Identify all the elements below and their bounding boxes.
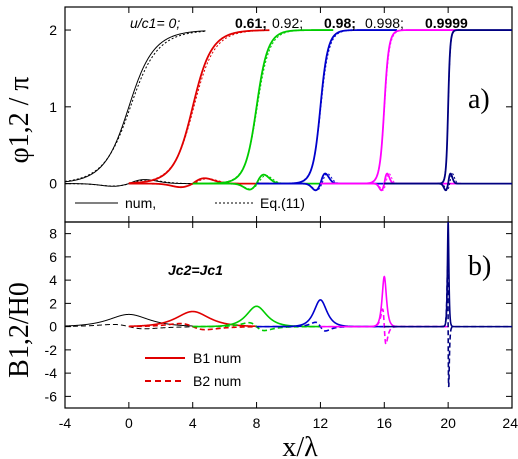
velocity-legend-entry: 0.998; [365,15,404,31]
ytick-label-b: 2 [49,295,57,311]
panel-label-a: a) [468,84,490,115]
phi1-eq-line [64,30,206,182]
phi1-line [320,29,461,185]
xtick-label-b: 24 [502,415,518,431]
velocity-legend-entry: 0.9999 [425,15,468,31]
xtick-label-b: 12 [313,415,329,431]
phi1-eq-line [192,29,334,185]
legend-b1-label: B1 num [193,350,241,366]
phi1-line [256,29,398,185]
legend-b2-label: B2 num [193,373,241,389]
xtick-label-b: 20 [440,415,456,431]
ytick-label-b: 6 [49,249,57,265]
phi2-line [320,172,461,192]
velocity-legend-entry: 0.61; [235,15,267,31]
phi2-line [65,179,206,187]
ytick-label-b: 8 [49,226,57,242]
ytick-label-b: -6 [45,388,58,404]
ytick-label-a: 1 [49,99,57,115]
phi2-eq-line [192,174,334,190]
phi2-eq-line [384,173,512,191]
phi2-line [128,177,270,189]
ytick-label-b: 0 [49,319,57,335]
ytick-label-a: 0 [49,176,57,192]
velocity-legend-entry: 0.92; [272,15,303,31]
xtick-label-b: -4 [59,415,72,431]
jc-annotation: Jc2=Jc1 [168,262,223,278]
ytick-label-b: -2 [45,342,58,358]
velocity-legend-prefix: u/c1= 0; [130,15,180,31]
xtick-label-b: 8 [253,415,261,431]
velocity-legend: u/c1= 0; 0.61; 0.92; 0.98; 0.998; 0.9999 [130,15,468,31]
velocity-legend-entry: 0.98; [324,15,356,31]
legend-solid-label: num, [125,195,156,211]
ytick-label-b: 4 [49,272,57,288]
b1-line [192,305,321,328]
phi1-line [384,29,512,185]
panel-label-b: b) [468,251,491,282]
phi1-line [64,30,206,183]
xtick-label-b: 0 [125,415,133,431]
b2-line [384,266,512,388]
panel-a: 0 1 2 [49,6,513,223]
ylabel-a: φ1,2 / π [4,76,35,163]
phi1-eq-line [320,29,461,185]
axes-frame-b [64,221,513,409]
xlabel: x/λ [282,432,318,459]
phi1-eq-line [256,29,398,185]
xtick-label-b: 16 [376,415,392,431]
xtick-label-b: 4 [189,415,197,431]
ytick-label-b: -4 [45,365,58,381]
ylabel-b: B1,2/H0 [4,282,35,378]
phi1-eq-line [128,29,270,184]
phi1-line [192,29,334,185]
legend-dotted-label: Eq.(11) [260,195,305,211]
phi1-line [128,29,270,185]
ytick-label-a: 2 [49,22,57,38]
